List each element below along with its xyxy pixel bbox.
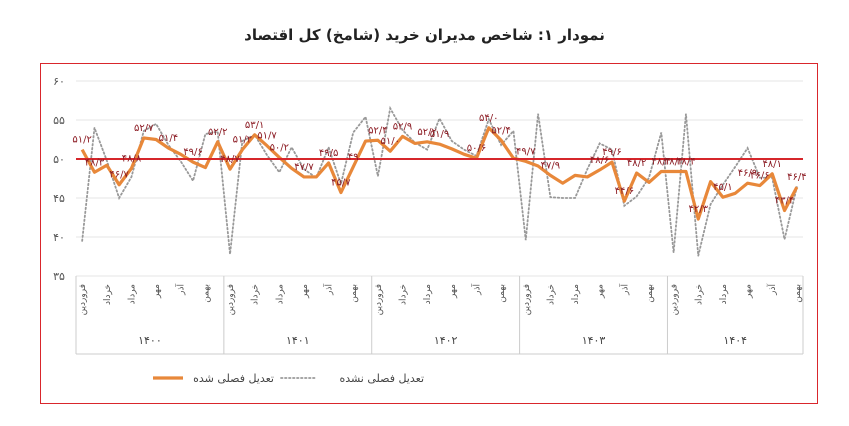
data-label: ۵۰/۲ — [270, 142, 289, 153]
x-tick-label: مرداد — [423, 284, 433, 304]
x-tick-label: مهر — [448, 284, 458, 299]
data-label: ۵۱/۰ — [380, 136, 399, 147]
y-axis-ticks: ۳۵ ۴۰ ۴۵ ۵۰ ۵۵ ۶۰ — [53, 75, 65, 283]
x-tick-label: بهمن — [349, 284, 359, 303]
y-tick-label: ۶۰ — [53, 75, 65, 88]
data-label: ۴۸/۸ — [122, 153, 142, 164]
data-label: ۴۲/۳ — [689, 204, 709, 215]
x-axis-ticks: فروردین خرداد مرداد مهر آذر بهمن فروردین خرداد م… — [78, 284, 803, 316]
year-label: ۱۴۰۲ — [434, 334, 458, 347]
x-tick-label: آذر — [175, 284, 187, 296]
data-label: ۵۱/۷ — [257, 131, 277, 142]
x-tick-label: مرداد — [275, 284, 285, 304]
data-label: ۵۲/۴ — [491, 125, 510, 136]
data-label: ۴۸/۳ — [85, 157, 105, 168]
data-label: ۴۷/۹ — [541, 160, 560, 171]
x-tick-label: آذر — [470, 284, 482, 296]
gridlines — [76, 80, 803, 277]
year-label: ۱۴۰۱ — [286, 334, 310, 347]
x-tick-label: خرداد — [399, 284, 409, 305]
data-label: ۴۸/۴ — [652, 156, 671, 167]
chart-frame: ۳۵ ۴۰ ۴۵ ۵۰ ۵۵ ۶۰ فروردین خرداد مرداد مهر آذر بهمن… — [40, 63, 818, 404]
y-tick-label: ۵۰ — [53, 153, 65, 166]
x-tick-label: مهر — [744, 284, 754, 299]
x-tick-label: فروردین — [226, 284, 236, 315]
x-tick-label: آذر — [766, 284, 778, 296]
x-tick-label: بهمن — [497, 284, 507, 303]
data-label: ۴۵/۷ — [331, 178, 351, 189]
data-label: ۵۱/۲ — [233, 135, 252, 146]
x-tick-label: آذر — [323, 284, 335, 296]
chart-plot: ۳۵ ۴۰ ۴۵ ۵۰ ۵۵ ۶۰ فروردین خرداد مرداد مهر آذر بهمن… — [53, 75, 806, 385]
data-label: ۴۶/۶ — [750, 171, 769, 182]
data-label: ۴۸/۲ — [627, 158, 646, 169]
data-label: ۴۹/۷ — [516, 146, 536, 157]
x-tick-label: مرداد — [127, 284, 137, 304]
data-label: ۴۹ — [348, 152, 359, 163]
y-tick-label: ۴۵ — [53, 192, 65, 205]
data-label: ۴۸/۴ — [664, 156, 683, 167]
data-label: ۴۳/۴ — [775, 195, 794, 206]
year-label: ۱۴۰۴ — [723, 334, 747, 347]
data-label: ۵۱/۹ — [430, 129, 449, 140]
data-label: ۵۴/۰ — [479, 113, 498, 124]
data-label: ۵۳/۱ — [245, 120, 264, 131]
data-label: ۴۶/۹ — [738, 168, 757, 179]
y-tick-label: ۵۵ — [53, 114, 65, 127]
data-label: ۵۲/۲ — [208, 127, 227, 138]
y-tick-label: ۳۵ — [53, 270, 65, 283]
data-label: ۵۱/۲ — [72, 135, 91, 146]
x-tick-label: فروردین — [374, 284, 384, 315]
data-label: ۵۱/۴ — [159, 133, 178, 144]
data-label: ۴۶/۴ — [787, 172, 806, 183]
x-tick-label: بهمن — [201, 284, 211, 303]
x-tick-label: خرداد — [694, 284, 704, 305]
data-label: ۵۲/۷ — [134, 123, 154, 134]
data-label: ۵۰/۶ — [467, 143, 486, 154]
x-tick-label: فروردین — [670, 284, 680, 315]
legend: تعدیل فصلی شده تعدیل فصلی نشده — [153, 372, 424, 385]
x-tick-label: خرداد — [251, 284, 261, 305]
x-tick-label: مهر — [300, 284, 310, 299]
data-label: ۵۲/۹ — [393, 121, 412, 132]
data-label: ۴۸/۶ — [590, 155, 609, 166]
data-label: ۴۴/۶ — [615, 186, 634, 197]
chart-title: نمودار ۱: شاخص مدیران خرید (شامخ) کل اقت… — [244, 26, 605, 44]
year-label: ۱۴۰۳ — [582, 334, 606, 347]
data-label: ۵۲/۲ — [417, 127, 436, 138]
x-tick-label: مرداد — [571, 284, 581, 304]
data-label: ۴۸/۴ — [676, 156, 695, 167]
y-tick-label: ۴۰ — [53, 231, 65, 244]
x-tick-label: بهمن — [793, 284, 803, 303]
x-tick-label: فروردین — [522, 284, 532, 315]
data-label: ۴۵/۱ — [713, 182, 732, 193]
x-tick-label: مرداد — [719, 284, 729, 304]
legend-label-seasonally-adjusted: تعدیل فصلی شده — [193, 372, 274, 385]
series-lines — [80, 105, 799, 256]
series-line-seasonally-adjusted — [80, 126, 799, 221]
data-label: ۴۹/۶ — [602, 147, 621, 158]
x-tick-label: خرداد — [103, 284, 113, 305]
data-label: ۴۶/۷ — [109, 170, 129, 181]
data-label: ۴۷/۷ — [294, 162, 314, 173]
x-tick-label: آذر — [618, 284, 630, 296]
year-label: ۱۴۰۰ — [138, 334, 162, 347]
legend-label-not-seasonally-adjusted: تعدیل فصلی نشده — [339, 372, 424, 385]
data-label: ۴۸/۷ — [220, 154, 240, 165]
data-label: ۵۲/۴ — [368, 125, 387, 136]
x-tick-label: مهر — [152, 284, 162, 299]
x-tick-label: فروردین — [78, 284, 88, 315]
data-label: ۴۹/۶ — [183, 147, 202, 158]
series-line-not-seasonally-adjusted — [81, 105, 798, 256]
year-groups: ۱۴۰۰ ۱۴۰۱ ۱۴۰۲ ۱۴۰۳ ۱۴۰۴ — [75, 276, 804, 355]
x-tick-label: بهمن — [645, 284, 655, 303]
x-tick-label: خرداد — [546, 284, 556, 305]
data-label: ۴۹/۵ — [319, 148, 338, 159]
x-tick-label: مهر — [596, 284, 606, 299]
data-labels: ۵۱/۲ ۴۸/۳ ۴۶/۷ ۴۸/۸ ۵۲/۷ ۵۱/۴ ۴۹/۶ ۵۲/۲ ۴۸/۷ ۵۱/۲… — [72, 113, 806, 215]
data-label: ۴۸/۱ — [762, 159, 781, 170]
